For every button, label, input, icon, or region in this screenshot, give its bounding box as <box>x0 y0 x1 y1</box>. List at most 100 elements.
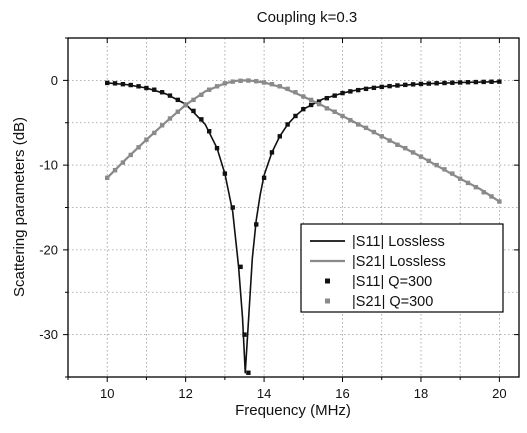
series-3-point <box>316 101 322 107</box>
series-3-point <box>442 167 447 172</box>
series-2-point <box>230 205 235 210</box>
series-2-point <box>206 129 212 134</box>
series-3-point <box>340 113 345 119</box>
series-2-point <box>465 80 471 85</box>
series-3-point <box>324 106 330 111</box>
series-3-point <box>293 90 298 95</box>
series-2-point <box>332 93 337 98</box>
x-axis-title: Frequency (MHz) <box>235 402 351 419</box>
series-3-point <box>434 162 439 168</box>
series-3-point <box>167 116 173 121</box>
series-3-point <box>387 138 392 143</box>
series-3-point <box>159 123 165 128</box>
series-3-point <box>403 145 408 151</box>
x-tick-label: 14 <box>257 386 271 401</box>
series-3-point <box>308 97 314 103</box>
series-2-point <box>348 89 353 94</box>
series-2-point <box>105 80 110 86</box>
series-2-point <box>442 80 447 86</box>
y-axis-title: Scattering parameters (dB) <box>11 117 28 297</box>
series-3-point <box>269 81 275 87</box>
series-2-point <box>285 122 290 127</box>
series-3-point <box>261 80 267 85</box>
series-3-point <box>481 190 486 195</box>
x-tick-label: 12 <box>178 386 192 401</box>
series-2-point <box>159 90 165 95</box>
series-2-point <box>457 80 463 85</box>
series-3-point <box>379 134 384 139</box>
series-3-point <box>112 168 118 173</box>
series-2-point <box>324 95 330 101</box>
series-2-point <box>426 81 431 86</box>
series-3-point <box>457 176 463 181</box>
series-3-point <box>238 78 243 83</box>
legend-swatch-marker <box>325 278 330 284</box>
series-2-point <box>403 82 408 88</box>
series-2-point <box>112 81 118 86</box>
x-tick-label: 18 <box>414 386 428 401</box>
series-2-point <box>363 86 369 92</box>
series-2-point <box>489 79 494 84</box>
series-2-point <box>152 87 157 92</box>
series-2-point <box>254 222 259 227</box>
series-3-point <box>418 154 424 159</box>
series-2-point <box>120 81 126 87</box>
series-3-point <box>348 118 353 123</box>
series-3-point <box>395 142 400 147</box>
grid-lines <box>67 37 519 378</box>
series-3-point <box>465 180 471 186</box>
legend-box <box>300 223 504 313</box>
legend-label: |S21| Q=300 <box>352 294 433 310</box>
series-3-point <box>450 171 455 176</box>
y-tick-label: -30 <box>39 327 58 342</box>
series-2-point <box>308 102 314 108</box>
x-tick-label: 20 <box>492 386 506 401</box>
series-3-point <box>277 84 282 89</box>
series-3-point <box>254 79 259 84</box>
series-2-point <box>246 370 251 375</box>
series-2-point <box>175 97 181 103</box>
series-3-point <box>332 109 337 114</box>
legend: |S11| Lossless |S21| Lossless |S11| Q=300 |… <box>300 223 504 313</box>
series-2-point <box>242 332 247 337</box>
series-2-point <box>301 106 306 112</box>
x-tick-label: 16 <box>335 386 349 401</box>
series-3-point <box>128 152 133 158</box>
series-2-point <box>293 113 298 119</box>
series-3-point <box>120 160 126 165</box>
series-3-point <box>230 79 235 84</box>
y-tick-label: -10 <box>39 158 58 173</box>
series-2-point <box>261 175 267 181</box>
series-2-point <box>497 79 502 84</box>
series-2-point <box>356 87 361 93</box>
series-2-point <box>371 85 377 91</box>
series-2-point <box>238 264 243 270</box>
series-2-point <box>222 171 228 176</box>
series-2-point <box>473 79 479 85</box>
plot-area-series <box>105 78 502 375</box>
series-3-point <box>183 102 188 108</box>
series-2-point <box>128 82 133 88</box>
series-2-point <box>387 83 392 89</box>
series-2-point <box>418 81 424 87</box>
series-3-point <box>214 84 220 89</box>
series-3-point <box>136 145 141 150</box>
series-2-point <box>410 82 416 87</box>
series-3-point <box>246 78 251 83</box>
legend-swatch-marker <box>325 298 330 304</box>
series-2-point <box>481 79 486 85</box>
series-3-point <box>301 94 306 99</box>
series-3-point <box>426 158 431 164</box>
series-2-point <box>379 84 384 90</box>
series-3-point <box>199 92 204 97</box>
y-tick-label: -20 <box>39 242 58 257</box>
series-2-point <box>191 108 196 114</box>
series-2-point <box>450 80 455 85</box>
series-3-point <box>410 150 416 155</box>
series-3-point <box>473 184 479 190</box>
axis-ticks: 10 12 14 16 18 20 0 -10 -20 -30 <box>39 37 519 401</box>
series-3-point <box>222 81 228 86</box>
series-3-point <box>497 199 502 204</box>
legend-label: |S11| Lossless <box>352 234 445 250</box>
